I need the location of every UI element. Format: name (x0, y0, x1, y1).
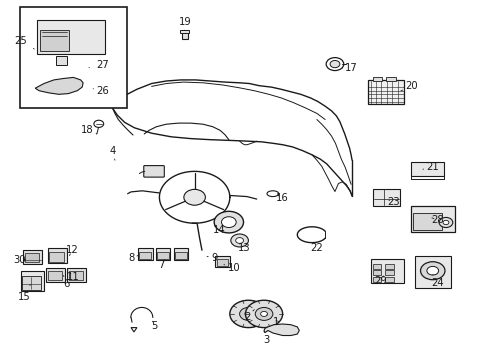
Bar (20, 271, 44, 291)
Bar (23, 250, 42, 264)
Bar (410, 206, 454, 232)
Text: 22: 22 (310, 243, 323, 253)
Circle shape (244, 311, 251, 316)
Polygon shape (264, 324, 299, 336)
Bar (182, 32, 187, 39)
Circle shape (426, 266, 438, 275)
Text: 26: 26 (93, 86, 109, 96)
Text: 24: 24 (430, 274, 443, 288)
Bar (372, 77, 382, 81)
Text: 18: 18 (81, 125, 97, 135)
Bar (69, 271, 82, 280)
Polygon shape (131, 328, 137, 332)
Bar (25, 253, 39, 262)
Bar (20, 7, 127, 108)
Bar (49, 252, 64, 262)
Text: 27: 27 (89, 60, 109, 70)
Circle shape (438, 217, 452, 228)
Bar (40, 30, 69, 51)
Bar (372, 264, 381, 269)
Bar (372, 189, 399, 206)
Text: 8: 8 (128, 253, 138, 264)
Text: 3: 3 (263, 331, 269, 345)
Bar (37, 20, 105, 54)
Bar (386, 77, 395, 81)
Circle shape (214, 211, 243, 233)
Text: 29: 29 (373, 276, 386, 286)
Bar (410, 162, 443, 176)
Bar (370, 259, 403, 283)
Bar (180, 30, 189, 33)
Text: 7: 7 (158, 260, 164, 270)
Bar (157, 252, 168, 259)
Text: 4: 4 (109, 146, 115, 160)
Circle shape (255, 307, 272, 320)
Bar (384, 270, 393, 275)
Bar (372, 270, 381, 275)
Circle shape (230, 234, 248, 247)
Bar (372, 277, 381, 282)
Bar (46, 268, 65, 282)
Text: 17: 17 (341, 63, 357, 73)
Text: 11: 11 (67, 272, 80, 282)
Text: 12: 12 (66, 245, 79, 256)
Circle shape (325, 58, 343, 71)
Polygon shape (35, 77, 83, 94)
Text: 23: 23 (386, 197, 399, 207)
Bar (412, 213, 441, 230)
Bar (48, 248, 67, 263)
Bar (139, 252, 151, 259)
Circle shape (183, 189, 205, 205)
Text: 10: 10 (224, 263, 240, 273)
Bar (22, 276, 41, 290)
Text: 9: 9 (206, 253, 217, 264)
Bar (175, 252, 186, 259)
Circle shape (94, 120, 103, 127)
FancyBboxPatch shape (143, 166, 164, 177)
Bar (216, 259, 228, 266)
Circle shape (245, 300, 282, 328)
Text: 15: 15 (18, 284, 31, 302)
Text: 2: 2 (243, 310, 254, 322)
Text: 13: 13 (238, 243, 250, 253)
Circle shape (221, 217, 236, 228)
Bar (155, 248, 170, 260)
Bar (67, 268, 86, 282)
Circle shape (239, 307, 257, 320)
Bar (384, 277, 393, 282)
Circle shape (229, 300, 266, 328)
Text: 28: 28 (430, 215, 443, 225)
Circle shape (420, 262, 444, 280)
Circle shape (329, 60, 339, 68)
Text: 21: 21 (422, 162, 438, 172)
Text: 1: 1 (266, 315, 279, 327)
Bar (48, 271, 61, 280)
Text: 19: 19 (178, 17, 191, 30)
Text: 20: 20 (400, 81, 417, 91)
Text: 6: 6 (62, 275, 69, 289)
Bar (384, 264, 393, 269)
Bar (215, 256, 229, 267)
Text: 25: 25 (14, 36, 34, 49)
Text: 14: 14 (212, 225, 225, 235)
Text: 30: 30 (13, 255, 26, 265)
Circle shape (442, 220, 448, 225)
Bar (367, 80, 404, 104)
Circle shape (260, 311, 267, 316)
Text: 16: 16 (276, 193, 288, 203)
Bar (414, 256, 450, 288)
Circle shape (235, 238, 243, 243)
Bar (173, 248, 188, 260)
Text: 5: 5 (150, 321, 157, 331)
Bar (56, 56, 67, 65)
Bar (138, 248, 152, 260)
